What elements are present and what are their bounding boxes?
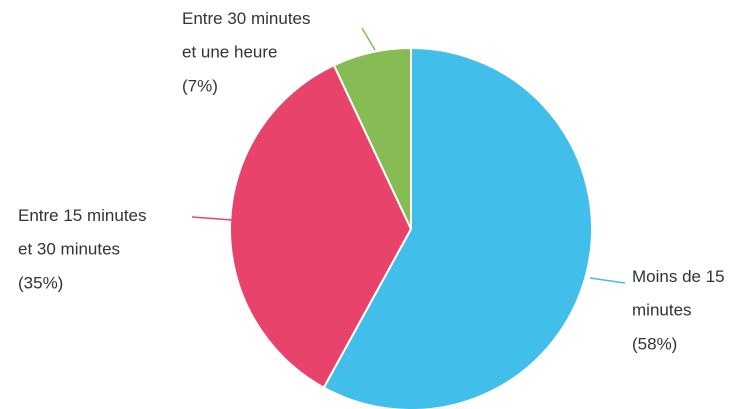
pie-slice [229,63,413,389]
slice-value-label: (35%) [18,273,63,292]
slice-label: Entre 15 minutes et 30 minutes [18,206,147,259]
leader-line [361,27,376,51]
slice-label: Entre 30 minutes et une heure [182,9,311,62]
pie-slice [332,46,412,230]
slice-value-label: (7%) [182,76,218,95]
slice-label: Moins de 15 minutes [632,267,725,320]
leader-line [191,216,233,221]
pie-slice [322,46,593,409]
leader-line [589,277,626,284]
slice-value-label: (58%) [632,334,677,353]
